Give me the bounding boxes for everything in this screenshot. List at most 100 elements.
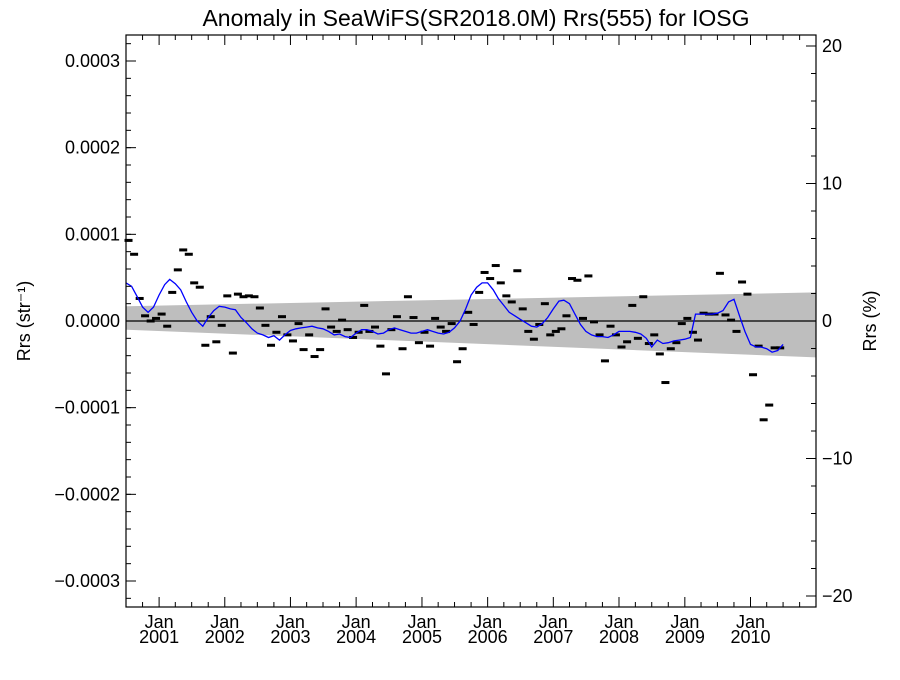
anomaly-marker	[579, 316, 588, 320]
anomaly-marker	[727, 318, 736, 322]
anomaly-marker	[529, 337, 538, 341]
anomaly-marker	[683, 316, 692, 320]
anomaly-marker	[376, 344, 385, 348]
anomaly-marker	[715, 271, 724, 275]
anomaly-marker	[749, 373, 758, 377]
x-tick-label-year: 2007	[533, 627, 573, 647]
anomaly-marker	[272, 330, 281, 334]
anomaly-marker	[666, 347, 675, 351]
anomaly-marker	[250, 295, 259, 299]
anomaly-marker	[633, 336, 642, 340]
smoothed-line-layer	[125, 278, 784, 353]
anomaly-marker	[294, 322, 303, 326]
anomaly-marker	[617, 345, 626, 349]
anomaly-marker	[743, 292, 752, 296]
anomaly-marker	[650, 333, 659, 337]
anomaly-marker	[233, 292, 242, 296]
x-tick-label-month: Jan	[539, 612, 568, 632]
axis-labels: Jan2001Jan2002Jan2003Jan2004Jan2005Jan20…	[14, 36, 880, 647]
y-tick-label-left: −0.0003	[54, 571, 120, 591]
anomaly-marker	[770, 346, 779, 350]
anomaly-marker	[141, 314, 150, 318]
anomaly-marker	[655, 352, 664, 356]
anomaly-marker	[759, 418, 768, 422]
anomaly-marker	[403, 295, 412, 299]
x-tick-label-month: Jan	[145, 612, 174, 632]
anomaly-marker	[469, 322, 478, 326]
y-tick-label-left: −0.0002	[54, 484, 120, 504]
anomaly-marker	[244, 294, 253, 298]
anomaly-marker	[332, 329, 341, 333]
anomaly-marker	[195, 285, 204, 289]
y-tick-label-left: 0.0001	[65, 224, 120, 244]
anomaly-marker	[316, 348, 325, 352]
x-tick-label-year: 2006	[468, 627, 508, 647]
y-tick-label-left: −0.0001	[54, 398, 120, 418]
anomaly-marker	[173, 268, 182, 272]
anomaly-marker	[754, 344, 763, 348]
y-tick-label-right: 20	[822, 36, 842, 56]
y-tick-label-left: 0.0003	[65, 51, 120, 71]
anomaly-marker	[206, 315, 215, 319]
smoothed-line	[125, 278, 784, 353]
anomaly-marker	[475, 290, 484, 294]
anomaly-marker	[557, 327, 566, 331]
anomaly-marker	[228, 351, 237, 355]
anomaly-marker	[600, 359, 609, 363]
anomaly-marker	[255, 306, 264, 310]
anomaly-marker	[360, 303, 369, 307]
x-tick-label-month: Jan	[342, 612, 371, 632]
y-tick-label-right: 10	[822, 174, 842, 194]
anomaly-marker	[168, 290, 177, 294]
x-tick-label-year: 2002	[205, 627, 245, 647]
anomaly-marker	[338, 318, 347, 322]
anomaly-marker	[672, 341, 681, 345]
anomaly-marker	[283, 333, 292, 337]
anomaly-marker	[371, 325, 380, 329]
y-tick-label-left: 0.0000	[65, 311, 120, 331]
anomaly-marker	[387, 328, 396, 332]
anomaly-marker	[513, 269, 522, 273]
y-axis-title-left: Rrs (str⁻¹)	[14, 281, 34, 361]
anomaly-marker	[480, 270, 489, 274]
anomaly-marker	[458, 347, 467, 351]
anomaly-marker	[611, 333, 620, 337]
anomaly-marker	[223, 294, 232, 298]
anomaly-marker	[267, 343, 276, 347]
anomaly-marker	[677, 322, 686, 326]
anomaly-marker	[546, 333, 555, 337]
anomaly-marker	[239, 295, 248, 299]
anomaly-marker	[310, 355, 319, 359]
anomaly-marker	[524, 329, 533, 333]
y-axis-title-right: Rrs (%)	[860, 291, 880, 352]
anomaly-marker	[420, 330, 429, 334]
anomaly-marker	[551, 329, 560, 333]
anomaly-marker	[535, 322, 544, 326]
anomaly-marker	[496, 281, 505, 285]
anomaly-marker	[568, 277, 577, 281]
anomaly-marker	[606, 324, 615, 328]
x-tick-label-month: Jan	[604, 612, 633, 632]
anomaly-marker	[392, 315, 401, 319]
chart-title: Anomaly in SeaWiFS(SR2018.0M) Rrs(555) f…	[202, 5, 749, 31]
anomaly-marker	[152, 316, 161, 320]
x-tick-label-month: Jan	[210, 612, 239, 632]
anomaly-marker	[414, 341, 423, 345]
x-tick-label-month: Jan	[407, 612, 436, 632]
anomaly-marker	[305, 333, 314, 337]
anomaly-marker	[146, 319, 155, 323]
anomaly-marker	[540, 302, 549, 306]
axes	[125, 34, 817, 608]
anomaly-marker	[179, 248, 188, 252]
y-tick-label-right: 0	[822, 311, 832, 331]
anomaly-marker	[502, 294, 511, 298]
x-tick-label-month: Jan	[736, 612, 765, 632]
anomaly-marker	[464, 310, 473, 314]
anomaly-marker	[584, 274, 593, 278]
anomaly-marker	[398, 347, 407, 351]
anomaly-marker	[442, 329, 451, 333]
x-tick-label-year: 2009	[665, 627, 705, 647]
anomaly-marker	[661, 381, 670, 385]
anomaly-marker	[491, 264, 500, 268]
